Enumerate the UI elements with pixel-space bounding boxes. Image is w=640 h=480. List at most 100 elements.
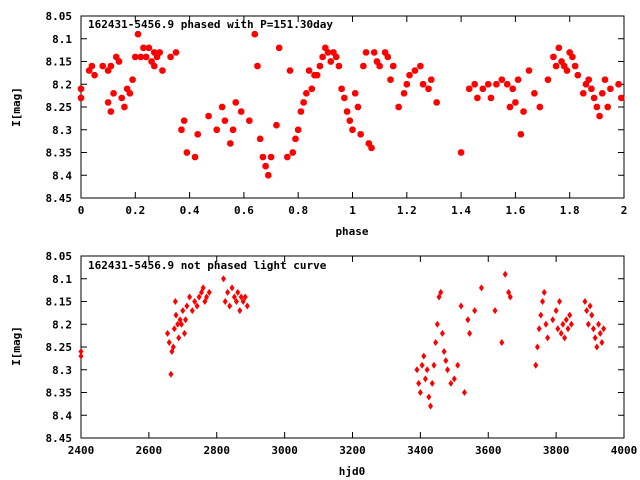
y-tick-label: 8.3	[52, 124, 72, 137]
data-point	[182, 329, 188, 337]
data-point	[599, 90, 606, 97]
data-point	[567, 311, 573, 319]
data-point	[88, 62, 96, 70]
y-tick-label: 8.4	[52, 409, 72, 422]
data-point	[536, 103, 544, 111]
x-tick-label: 4000	[611, 444, 638, 457]
y-axis-label: I[mag]	[10, 326, 23, 366]
data-point	[594, 343, 600, 351]
data-point	[422, 375, 428, 383]
data-point	[166, 338, 172, 346]
data-point	[156, 49, 163, 56]
data-point	[467, 329, 473, 337]
data-point	[387, 76, 394, 83]
data-point	[390, 62, 397, 70]
unphased-light-curve-panel: 162431-5456.9 not phased light curve hjd…	[10, 250, 637, 478]
data-point	[305, 67, 313, 74]
data-point	[426, 393, 432, 401]
data-point	[115, 58, 123, 65]
x-tick-label: 0.6	[234, 204, 254, 217]
data-point	[324, 49, 332, 56]
data-point	[565, 325, 571, 333]
data-point	[512, 99, 519, 106]
data-point	[194, 302, 200, 310]
data-point	[502, 270, 508, 278]
data-point	[91, 71, 98, 79]
data-point	[498, 76, 506, 83]
data-point	[419, 361, 425, 369]
data-point	[431, 361, 437, 369]
data-point	[237, 307, 243, 315]
data-point	[297, 108, 305, 115]
data-point	[433, 338, 439, 346]
data-point	[192, 298, 198, 305]
data-point	[256, 135, 264, 143]
data-point	[196, 293, 202, 301]
data-point	[487, 94, 495, 102]
data-point	[417, 389, 423, 396]
data-point	[441, 348, 447, 356]
data-point	[474, 94, 481, 102]
data-point	[77, 85, 85, 92]
data-point	[493, 81, 500, 88]
data-point	[553, 307, 559, 315]
data-point	[507, 293, 513, 301]
data-point	[443, 357, 449, 365]
data-point	[335, 62, 343, 70]
data-point	[77, 94, 85, 102]
data-point	[171, 325, 177, 333]
data-point	[191, 153, 199, 161]
data-point	[585, 320, 591, 328]
y-axis-label: I[mag]	[10, 87, 23, 127]
data-point	[543, 320, 549, 328]
x-tick-label: 3400	[407, 444, 434, 457]
data-point	[137, 53, 144, 61]
data-point	[465, 316, 471, 324]
data-point	[425, 85, 432, 92]
data-point	[574, 71, 582, 79]
data-point	[550, 53, 557, 61]
data-point	[592, 334, 598, 342]
data-point	[183, 149, 191, 156]
x-tick-label: 0	[78, 204, 85, 217]
data-point	[417, 62, 424, 70]
data-point	[218, 103, 226, 111]
data-point	[284, 153, 291, 161]
data-point	[292, 135, 299, 143]
data-point	[343, 108, 351, 115]
data-point	[439, 329, 445, 337]
data-point	[360, 62, 367, 70]
data-point	[569, 53, 576, 61]
data-point	[615, 81, 622, 88]
x-tick-label: 0.2	[125, 204, 145, 217]
data-point	[582, 298, 588, 305]
data-point	[118, 94, 125, 102]
data-point	[593, 103, 601, 111]
data-point	[172, 49, 180, 56]
y-tick-label: 8.35	[46, 387, 73, 400]
data-point	[308, 85, 315, 92]
data-point	[273, 122, 280, 129]
y-tick-label: 8.35	[46, 147, 73, 160]
data-point	[259, 153, 267, 161]
data-point	[514, 76, 522, 83]
data-point	[314, 71, 321, 79]
data-point	[384, 53, 391, 61]
x-tick-label: 2600	[136, 444, 163, 457]
data-point	[607, 85, 614, 92]
data-point	[303, 90, 310, 97]
data-point	[178, 126, 185, 133]
data-point	[585, 76, 592, 83]
data-point	[406, 71, 413, 79]
data-point	[428, 76, 435, 83]
data-point	[99, 62, 106, 70]
data-point	[590, 325, 596, 333]
data-point	[354, 103, 362, 111]
data-point	[110, 90, 117, 97]
y-tick-label: 8.1	[52, 273, 72, 286]
x-tick-label: 3600	[475, 444, 502, 457]
data-point	[267, 153, 275, 161]
y-tick-label: 8.25	[46, 101, 73, 114]
x-tick-label: 3000	[271, 444, 298, 457]
data-point	[242, 293, 248, 301]
